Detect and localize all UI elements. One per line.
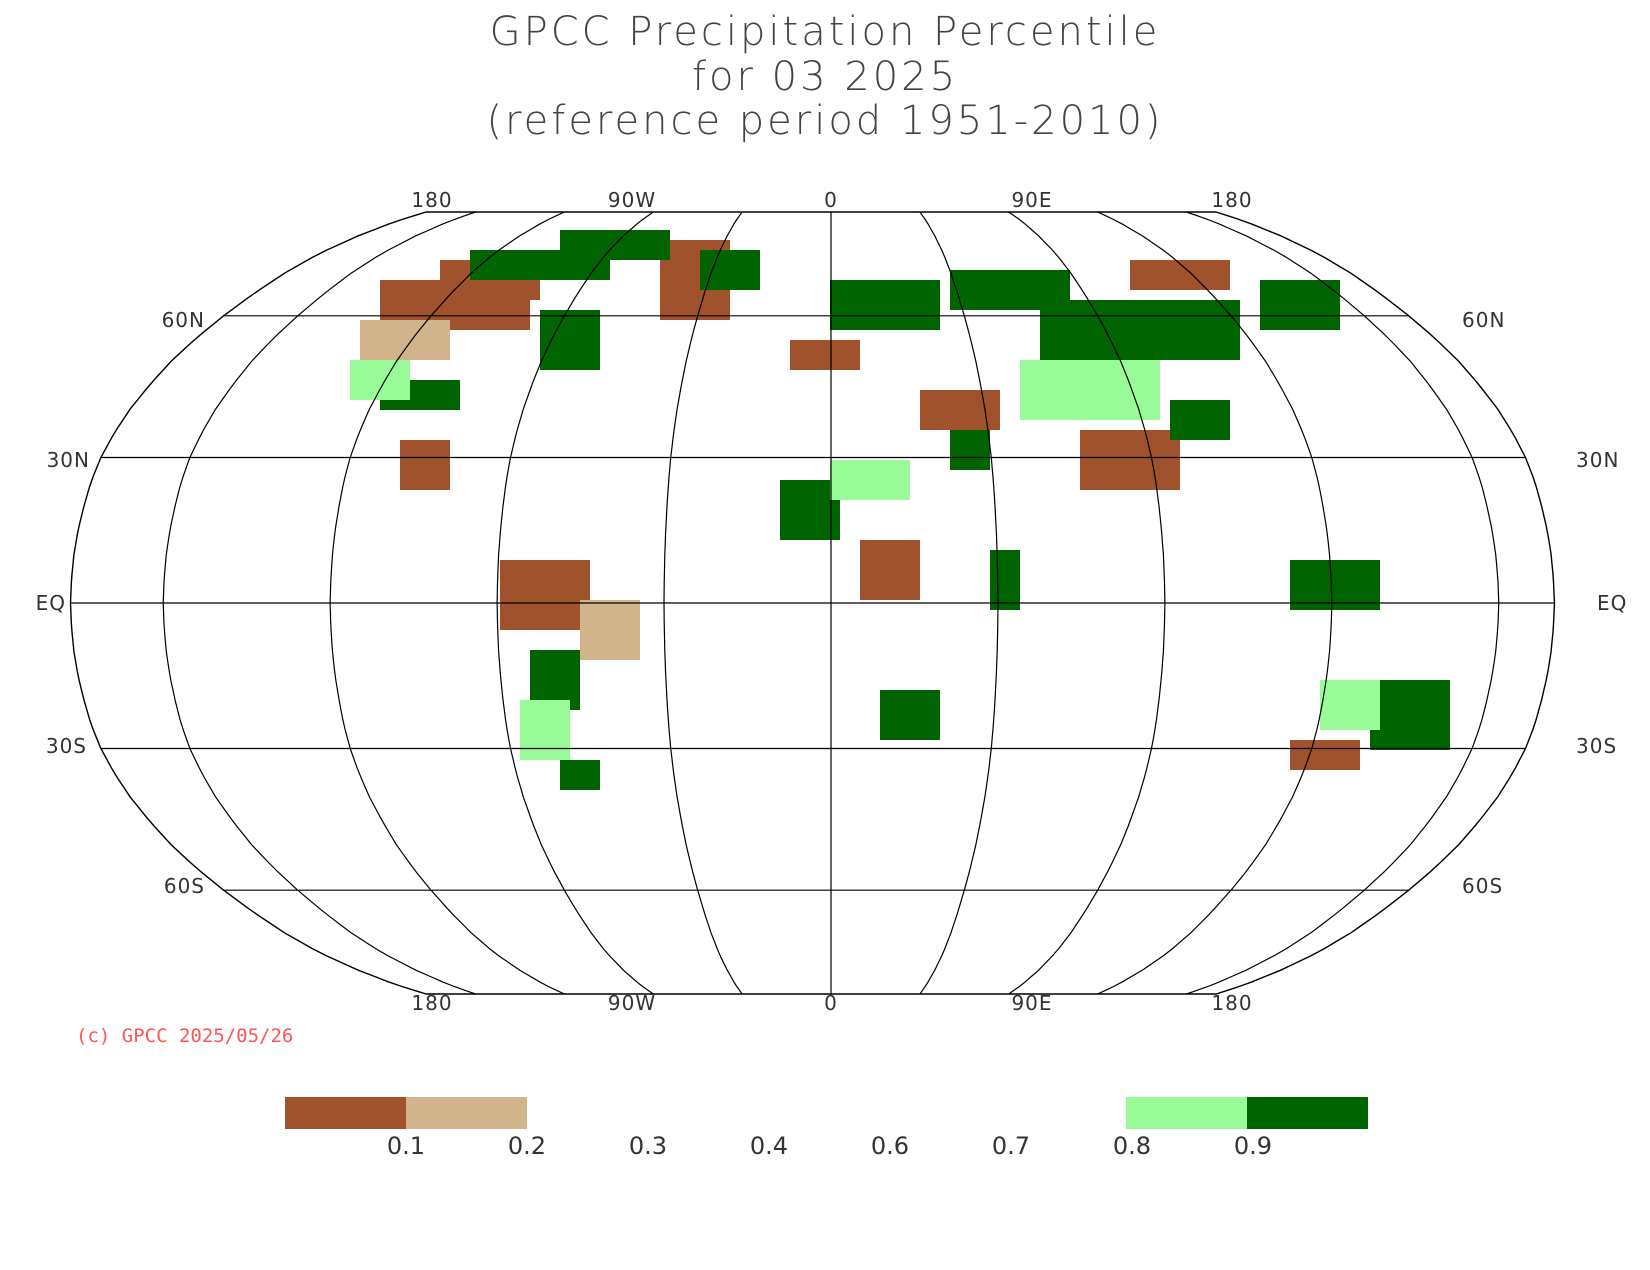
legend-swatch-very-wet [1247, 1097, 1368, 1129]
lat-label-left-60n: 60N [162, 308, 205, 332]
patch-dry-siberia [1130, 260, 1230, 290]
lon-label-bottom-180e: 180 [1211, 991, 1252, 1015]
patch-light-wet-us [350, 360, 410, 400]
lat-label-right-30n: 30N [1576, 448, 1619, 472]
patch-dry-south-australia [1290, 740, 1360, 770]
latitude-labels-right: 60N 30N EQ 30S 60S [1462, 308, 1627, 898]
lon-label-bottom-0: 0 [824, 991, 838, 1015]
patch-wet-south-africa [880, 690, 940, 740]
lon-label-top-180e: 180 [1211, 188, 1252, 212]
legend-swatch-dry [406, 1097, 527, 1129]
legend-tick-0.9: 0.9 [1233, 1132, 1273, 1160]
lon-label-top-0: 0 [824, 188, 838, 212]
graticule [70, 211, 1555, 995]
legend-tick-0.6: 0.6 [870, 1132, 910, 1160]
lon-label-bottom-180w: 180 [411, 991, 452, 1015]
patch-wet-scandinavia [830, 280, 940, 330]
patch-light-wet-chile [520, 700, 570, 760]
map-subtitle-reference: (reference period 1951-2010) [486, 98, 1164, 144]
lat-label-right-eq: EQ [1597, 591, 1627, 615]
lon-label-top-90e: 90E [1011, 188, 1052, 212]
legend-tick-0.1: 0.1 [386, 1132, 426, 1160]
patch-wet-australia [1370, 680, 1450, 750]
latitude-labels-left: 60N 30N EQ 30S 60S [36, 308, 205, 898]
lat-label-left-eq: EQ [36, 591, 66, 615]
globe-outline [69, 211, 1556, 995]
patch-wet-hudson [540, 310, 600, 370]
patch-moderate-canada [360, 320, 450, 360]
patch-wet-china [1170, 400, 1230, 440]
patch-light-wet-australia [1320, 680, 1380, 730]
patch-light-wet-central-asia [1020, 360, 1160, 420]
lat-label-right-60n: 60N [1462, 308, 1505, 332]
copyright-note: (c) GPCC 2025/05/26 [76, 1025, 294, 1047]
patch-wet-indonesia [1290, 560, 1380, 610]
legend-tick-0.2: 0.2 [507, 1132, 547, 1160]
patch-wet-east-africa [990, 550, 1020, 610]
patch-dry-mexico [400, 440, 450, 490]
patch-wet-far-east [1260, 280, 1340, 330]
lat-label-right-30s: 30S [1576, 734, 1617, 758]
patch-dry-middle-east [920, 390, 1000, 430]
patch-light-wet-sahel [830, 460, 910, 500]
patch-dry-congo [860, 540, 920, 600]
legend-tick-0.8: 0.8 [1112, 1132, 1152, 1160]
legend-swatch-very-dry [285, 1097, 406, 1129]
legend-tick-0.4: 0.4 [749, 1132, 789, 1160]
lon-label-bottom-90e: 90E [1011, 991, 1052, 1015]
patch-dry-westeurope [790, 340, 860, 370]
map-subtitle-period: for 03 2025 [691, 54, 959, 100]
patch-dry-india [1080, 430, 1180, 490]
patch-dry-amazon [500, 560, 590, 630]
legend-swatch-wet [1126, 1097, 1247, 1129]
patch-wet-greenland [700, 250, 760, 290]
longitude-labels-top: 180 90W 0 90E 180 [411, 188, 1252, 212]
precipitation-patches [350, 230, 1450, 790]
legend-tick-0.3: 0.3 [628, 1132, 668, 1160]
map-title: GPCC Precipitation Percentile [489, 9, 1161, 55]
lat-label-left-30s: 30S [46, 734, 87, 758]
lat-label-right-60s: 60S [1462, 874, 1503, 898]
legend-tick-0.7: 0.7 [991, 1132, 1031, 1160]
patch-wet-argentina [560, 760, 600, 790]
patch-wet-nile [950, 430, 990, 470]
lat-label-left-60s: 60S [164, 874, 205, 898]
longitude-labels-bottom: 180 90W 0 90E 180 [411, 991, 1252, 1015]
lon-label-bottom-90w: 90W [608, 991, 656, 1015]
lon-label-top-180w: 180 [411, 188, 452, 212]
patch-wet-siberia [1040, 300, 1240, 360]
patch-moderate-brazil [580, 600, 640, 660]
lat-label-left-30n: 30N [47, 448, 90, 472]
lon-label-top-90w: 90W [608, 188, 656, 212]
